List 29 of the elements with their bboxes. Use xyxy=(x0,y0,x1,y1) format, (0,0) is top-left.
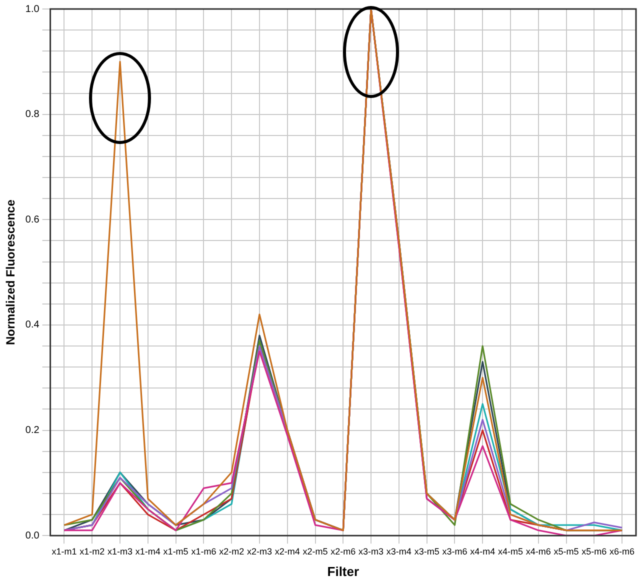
y-tick-label: 1.0 xyxy=(25,4,40,15)
x-tick-label: x4-m6 xyxy=(526,546,551,556)
x-tick-label: x2-m6 xyxy=(330,546,356,556)
y-tick-label: 0.2 xyxy=(25,425,40,436)
y-axis-title: Normalized Fluorescence xyxy=(4,199,18,345)
x-tick-label: x3-m3 xyxy=(358,546,384,556)
x-tick-label: x1-m1 xyxy=(52,546,77,556)
x-tick-label: x3-m4 xyxy=(386,546,412,556)
x-tick-label: x2-m5 xyxy=(302,546,328,556)
x-tick-label: x1-m3 xyxy=(108,546,133,556)
x-axis-title: Filter xyxy=(327,564,360,579)
y-tick-label: 0.0 xyxy=(25,530,40,542)
x-tick-label: x5-m6 xyxy=(582,546,607,556)
x-tick-label: x2-m4 xyxy=(274,546,300,556)
x-tick-label: x1-m4 xyxy=(135,546,160,556)
x-tick-label: x3-m6 xyxy=(442,546,468,556)
x-tick-label: x3-m5 xyxy=(414,546,440,556)
x-tick-label: x2-m3 xyxy=(246,546,272,556)
x-tick-label: x4-m4 xyxy=(470,546,496,556)
x-tick-label: x1-m2 xyxy=(80,546,105,556)
x-tick-label: x4-m5 xyxy=(498,546,523,556)
x-tick-label: x5-m5 xyxy=(554,546,579,556)
y-tick-label: 0.6 xyxy=(25,214,40,226)
y-tick-label: 0.8 xyxy=(25,109,40,120)
x-tick-label: x1-m5 xyxy=(163,546,188,556)
x-tick-label: x2-m2 xyxy=(219,546,244,556)
x-tick-label: x6-m6 xyxy=(610,546,635,556)
x-tick-label: x1-m6 xyxy=(191,546,216,556)
y-tick-label: 0.4 xyxy=(25,320,40,331)
